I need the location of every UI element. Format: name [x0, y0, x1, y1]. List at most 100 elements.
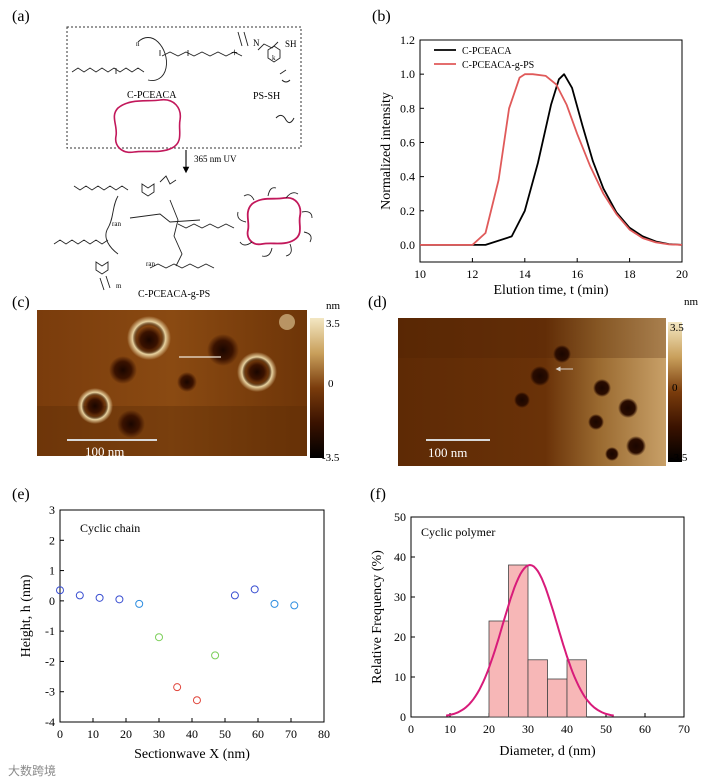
x-tick-label: 10	[414, 267, 426, 281]
colorbar-d	[668, 322, 682, 462]
x-tick-label: 0	[57, 727, 63, 741]
product-structure	[53, 175, 235, 291]
histogram-bar	[566, 659, 587, 718]
data-point	[192, 696, 201, 705]
panel-c-label: (c)	[12, 294, 30, 311]
panel-d-label: (d)	[368, 294, 387, 311]
x-axis-label: Elution time, t (min)	[493, 283, 608, 298]
n-sub: n	[136, 40, 140, 48]
k-sub: k	[272, 54, 276, 62]
y-axis-label: Normalized intensity	[379, 92, 394, 210]
cpceaca-label: C-PCEACA	[127, 90, 177, 101]
x-tick-label: 60	[639, 722, 651, 736]
x-tick-label: 70	[678, 722, 690, 736]
y-tick-label: -2	[45, 654, 55, 668]
diameter-histogram: 0 10 20 30 40 50 60 70 0 10 20 30 40 50 Diameter, d (n…	[370, 510, 690, 759]
ps-sh-label: PS-SH	[253, 91, 280, 102]
legend-label-1: C-PCEACA	[462, 46, 512, 57]
panel-a: (a) C-PCEACA + N SH PS-SH 365 nm UV	[0, 0, 380, 300]
nitrile-n: N	[253, 38, 260, 48]
data-point	[135, 599, 144, 608]
x-tick-label: 30	[522, 722, 534, 736]
y-tick-label: 1.0	[400, 67, 415, 81]
plot-frame	[59, 509, 325, 723]
colorbar-min-d: -3.5	[670, 452, 688, 464]
y-tick-label: 50	[394, 510, 406, 524]
x-tick-label: 20	[483, 722, 495, 736]
panel-a-label: (a)	[12, 8, 30, 25]
data-point	[211, 651, 220, 660]
colorbar-mid-d: 0	[672, 382, 678, 394]
x-tick-label: 50	[219, 727, 231, 741]
m-sub: m	[116, 282, 122, 290]
y-tick-label: -1	[45, 624, 55, 638]
product-label: C-PCEACA-g-PS	[138, 289, 210, 300]
height-profile-chart: 0 10 20 30 40 50 60 70 80 -4 -3 -2 -1 0 1 2 3 Sectionwave…	[19, 503, 330, 762]
x-tick-label: 20	[120, 727, 132, 741]
x-axis-label: Sectionwave X (nm)	[134, 747, 250, 762]
y-tick-label: -4	[45, 715, 55, 729]
y-tick-label: -3	[45, 685, 55, 699]
cpceaca-structure	[71, 31, 249, 81]
gaussian-fit-curve	[445, 563, 614, 717]
panel-b: (b) 10 12 14 16 18 20 0.0 0.2 0.4 0.6 0.8 1.0 1.2 Elu…	[372, 0, 709, 300]
data-point	[155, 633, 163, 642]
histogram-bar	[508, 564, 529, 718]
legend-label-2: C-PCEACA-g-PS	[462, 60, 534, 71]
ps-sh-structure	[257, 41, 291, 83]
colorbar-mid-c: 0	[328, 378, 334, 390]
x-tick-label: 30	[153, 727, 165, 741]
data-point	[95, 593, 104, 602]
x-tick-label: 60	[252, 727, 264, 741]
data-point	[75, 591, 84, 600]
histogram-bar	[527, 659, 548, 718]
scheme-diagram: C-PCEACA + N SH PS-SH 365 nm UV r	[53, 26, 313, 300]
series-line-2	[420, 73, 683, 246]
chart-title: Cyclic chain	[80, 521, 140, 535]
afm-image-d: 100 nm	[398, 318, 666, 466]
data-point	[250, 585, 259, 594]
scalebar-label-c: 100 nm	[85, 444, 124, 456]
panel-e-label: (e)	[12, 486, 30, 503]
series-line-1	[420, 73, 683, 246]
panel-b-label: (b)	[372, 8, 391, 25]
x-tick-label: 40	[186, 727, 198, 741]
y-tick-label: 40	[394, 550, 406, 564]
y-axis-label: Relative Frequency (%)	[370, 550, 385, 684]
x-tick-label: 80	[318, 727, 330, 741]
y-tick-label: 1	[49, 564, 55, 578]
y-tick-label: 0.4	[400, 170, 415, 184]
y-axis-label: Height, h (nm)	[19, 574, 34, 657]
y-tick-label: 0	[49, 594, 55, 608]
grafted-ps-chains	[237, 187, 313, 257]
ran-sub-1: ran	[112, 220, 121, 228]
chart-title: Cyclic polymer	[421, 525, 495, 539]
watermark: 大数跨境	[8, 764, 57, 778]
plus-sign: +	[231, 45, 238, 59]
data-point	[230, 591, 239, 600]
histogram-bar	[547, 678, 568, 718]
y-tick-label: 0	[400, 710, 406, 724]
panel-c: (c) 100 nm nm 3.5 0 -3.5	[0, 292, 360, 477]
colorbar-max-d: 3.5	[670, 322, 684, 334]
x-tick-label: 20	[676, 267, 688, 281]
x-tick-label: 18	[624, 267, 636, 281]
x-tick-label: 0	[408, 722, 414, 736]
x-tick-label: 40	[561, 722, 573, 736]
ps-chain-small	[275, 114, 295, 124]
x-axis-label: Diameter, d (nm)	[499, 744, 596, 759]
cyclic-ring-product	[246, 196, 302, 246]
panel-f-label: (f)	[370, 486, 386, 503]
x-tick-label: 14	[519, 267, 531, 281]
colorbar-unit-d: nm	[684, 296, 699, 308]
colorbar-max-c: 3.5	[326, 318, 340, 330]
elution-chart: 10 12 14 16 18 20 0.0 0.2 0.4 0.6 0.8 1.0 1.2 Elution…	[379, 33, 688, 298]
colorbar-unit-c: nm	[326, 300, 341, 312]
y-tick-label: 2	[49, 533, 55, 547]
x-tick-label: 50	[600, 722, 612, 736]
data-point	[115, 595, 124, 604]
x-tick-label: 10	[87, 727, 99, 741]
x-tick-label: 16	[571, 267, 583, 281]
ran-sub-2: ran	[146, 260, 155, 268]
y-tick-label: 0.0	[400, 238, 415, 252]
